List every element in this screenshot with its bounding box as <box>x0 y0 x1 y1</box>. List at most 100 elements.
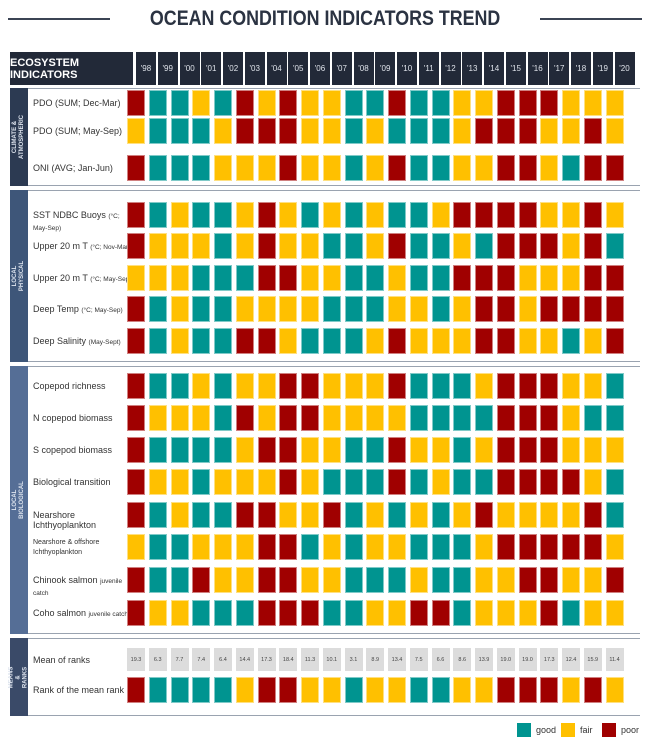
mean-rank-value: 6.3 <box>148 648 167 671</box>
status-cell-fair <box>301 265 319 291</box>
status-cell-good <box>562 600 580 626</box>
row-label-sub: (°C; May-Sep) <box>81 307 123 314</box>
status-cell-fair <box>235 202 254 228</box>
status-cell-poor <box>127 155 145 181</box>
status-cell-poor <box>583 265 602 291</box>
status-cell-poor <box>540 677 559 703</box>
status-cell-good <box>148 437 167 463</box>
status-cell-poor <box>279 155 298 181</box>
status-cell-fair <box>409 328 428 354</box>
status-cell-poor <box>475 265 493 291</box>
status-cell-fair <box>388 265 406 291</box>
header-label: ECOSYSTEM INDICATORS <box>10 52 133 85</box>
status-cell-good <box>344 265 363 291</box>
status-cell-fair <box>409 502 428 528</box>
status-cell-poor <box>583 534 602 560</box>
status-cell-good <box>148 202 167 228</box>
status-cell-fair <box>257 469 276 495</box>
row-label: Nearshore & offshore Ichthyoplankton <box>33 538 123 558</box>
status-cell-fair <box>475 534 493 560</box>
status-cell-fair <box>214 155 232 181</box>
status-cell-poor <box>605 328 624 354</box>
status-cell-fair <box>279 202 298 228</box>
status-cell-fair <box>475 373 493 399</box>
status-cell-poor <box>279 600 298 626</box>
status-cell-fair <box>409 296 428 322</box>
row-label-main: S copepod biomass <box>33 445 113 455</box>
status-cell-fair <box>235 296 254 322</box>
status-cell-poor <box>388 90 406 116</box>
status-cell-poor <box>518 373 537 399</box>
status-cell-poor <box>475 328 493 354</box>
row-label-main: PDO (SUM; May-Sep) <box>33 126 123 136</box>
mean-rank-value: 17.3 <box>540 648 559 671</box>
mean-rank-value: 11.4 <box>605 648 624 671</box>
status-cell-good <box>192 202 211 228</box>
status-cell-fair <box>431 328 450 354</box>
status-cell-fair <box>605 534 624 560</box>
status-cell-good <box>170 677 189 703</box>
status-cell-good <box>170 118 189 144</box>
row-label: Deep Temp (°C; May-Sep) <box>33 304 135 316</box>
status-cell-fair <box>388 296 406 322</box>
status-cell-good <box>148 534 167 560</box>
section-label: CLIMATE & ATMOSPHERIC <box>10 88 28 186</box>
legend-label: poor <box>621 725 640 735</box>
status-cell-poor <box>583 118 602 144</box>
row-label: Rank of the mean rank <box>33 685 135 695</box>
year-header: '16 <box>527 52 548 85</box>
status-cell-fair <box>605 118 624 144</box>
status-cell-poor <box>127 600 145 626</box>
status-cell-poor <box>518 202 537 228</box>
status-cell-good <box>475 469 493 495</box>
status-cell-good <box>148 118 167 144</box>
row-label: Nearshore Ichthyoplankton <box>33 510 135 530</box>
status-cell-good <box>170 534 189 560</box>
status-cell-poor <box>518 233 537 259</box>
status-cell-good <box>431 155 450 181</box>
status-cell-good <box>453 567 472 593</box>
status-cell-fair <box>301 677 319 703</box>
legend-item-poor: poor <box>602 722 639 738</box>
status-cell-fair <box>540 202 559 228</box>
row-label-main: Deep Temp <box>33 304 79 314</box>
status-cell-poor <box>496 405 515 431</box>
status-cell-poor <box>475 296 493 322</box>
status-cell-poor <box>540 437 559 463</box>
status-cell-poor <box>257 328 276 354</box>
year-header: '11 <box>418 52 439 85</box>
status-cell-poor <box>388 373 406 399</box>
status-cell-fair <box>170 405 189 431</box>
status-cell-fair <box>562 202 580 228</box>
status-cell-good <box>322 600 341 626</box>
status-cell-good <box>409 373 428 399</box>
status-cell-fair <box>301 437 319 463</box>
status-cell-good <box>562 155 580 181</box>
status-cell-fair <box>257 296 276 322</box>
status-cell-good <box>409 233 428 259</box>
row-label: N copepod biomass <box>33 413 135 423</box>
status-cell-fair <box>562 677 580 703</box>
status-cell-fair <box>366 155 385 181</box>
year-header: '12 <box>440 52 461 85</box>
status-cell-good <box>366 469 385 495</box>
mean-rank-value: 6.6 <box>431 648 450 671</box>
status-cell-fair <box>170 328 189 354</box>
status-cell-fair <box>388 534 406 560</box>
status-cell-fair <box>170 265 189 291</box>
status-cell-poor <box>257 600 276 626</box>
row-label-main: Mean of ranks <box>33 655 91 665</box>
status-cell-good <box>344 90 363 116</box>
status-cell-good <box>431 534 450 560</box>
status-cell-fair <box>583 567 602 593</box>
status-cell-poor <box>562 534 580 560</box>
mean-rank-value: 13.9 <box>475 648 493 671</box>
status-cell-poor <box>496 437 515 463</box>
status-cell-good <box>192 502 211 528</box>
status-cell-good <box>214 233 232 259</box>
status-cell-good <box>388 567 406 593</box>
status-cell-good <box>409 469 428 495</box>
status-cell-fair <box>540 265 559 291</box>
status-cell-good <box>322 469 341 495</box>
status-cell-good <box>322 296 341 322</box>
